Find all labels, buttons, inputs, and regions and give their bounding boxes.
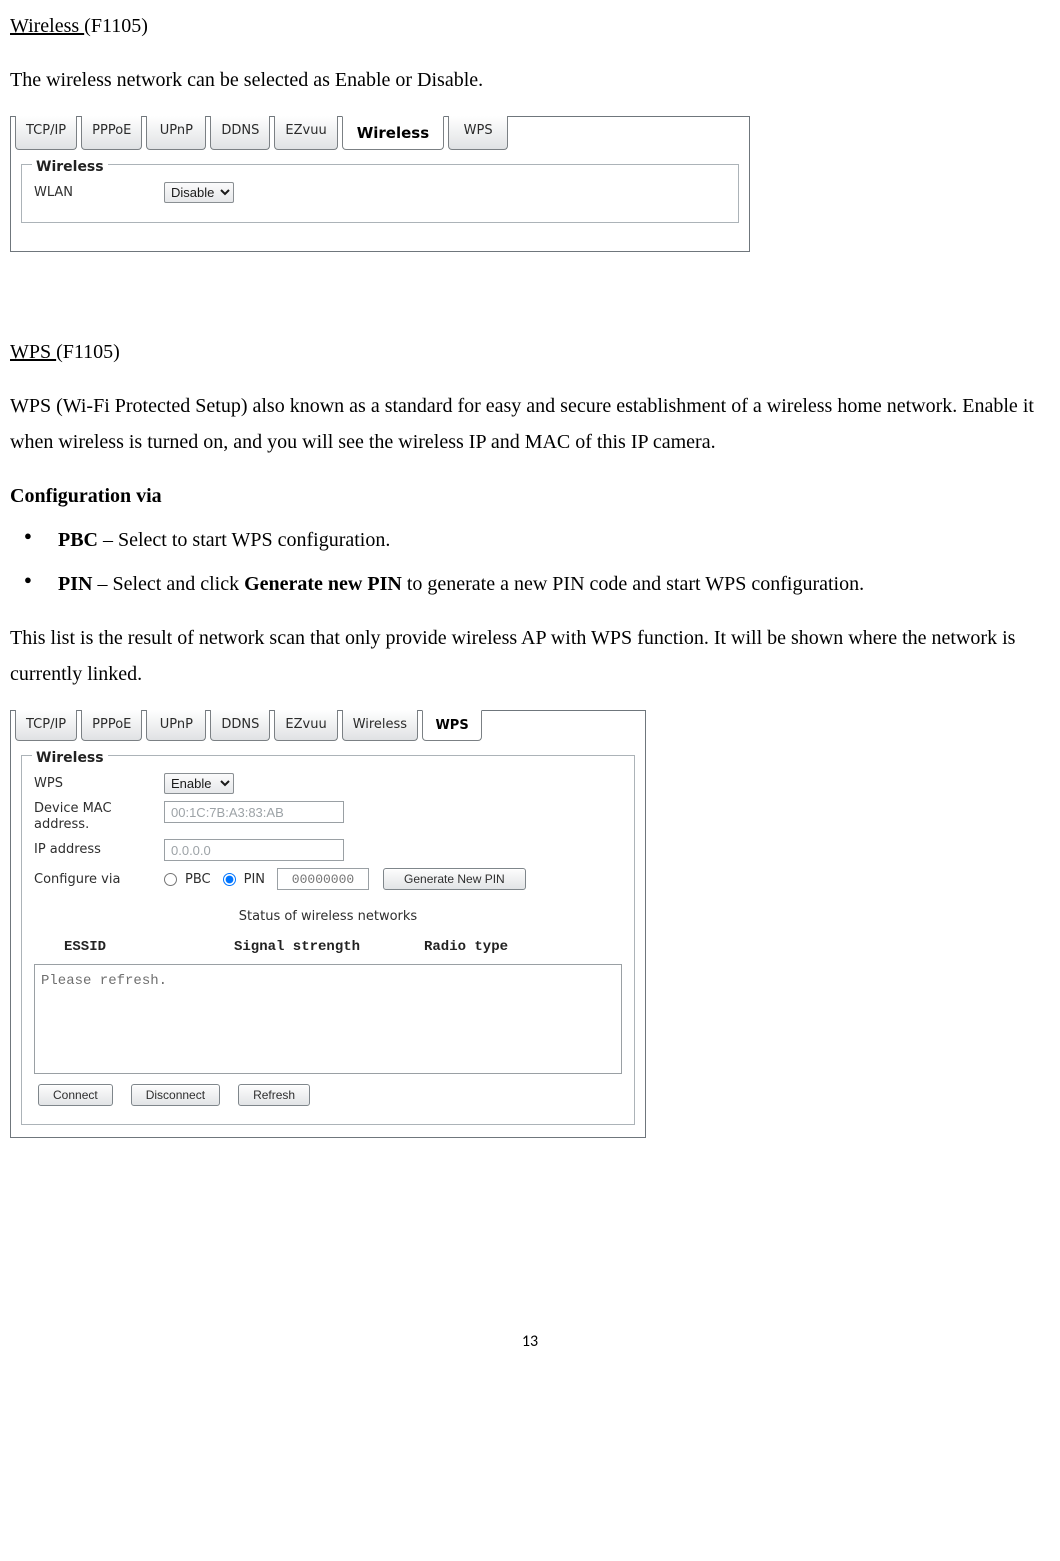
scan-placeholder: Please refresh. — [41, 973, 167, 989]
tab-tcpip[interactable]: TCP/IP — [15, 116, 77, 150]
tab-wps[interactable]: WPS — [422, 710, 482, 740]
wps-heading-tail: (F1105) — [56, 341, 120, 363]
wireless-heading: Wireless (F1105) — [10, 8, 1050, 44]
radio-pbc[interactable] — [164, 873, 177, 886]
col-essid: ESSID — [64, 935, 234, 960]
bullet-pin-mid: – Select and click — [92, 573, 244, 595]
tab-upnp[interactable]: UPnP — [146, 710, 206, 740]
tab-upnp[interactable]: UPnP — [146, 116, 206, 150]
wireless-panel: TCP/IPPPPoEUPnPDDNSEZvuuWirelessWPS Wire… — [10, 116, 750, 252]
connect-button[interactable]: Connect — [38, 1084, 113, 1106]
config-via-heading: Configuration via — [10, 478, 1050, 514]
status-caption: Status of wireless networks — [34, 905, 622, 928]
bullet-pin: PIN – Select and click Generate new PIN … — [44, 566, 1050, 602]
tab-ezvuu[interactable]: EZvuu — [274, 710, 337, 740]
config-via-list: PBC – Select to start WPS configuration.… — [10, 522, 1050, 602]
radio-pin-label: PIN — [244, 868, 265, 891]
bullet-pbc-bold: PBC — [58, 529, 98, 551]
tab-ezvuu[interactable]: EZvuu — [274, 116, 337, 150]
wireless-heading-tail: (F1105) — [84, 15, 148, 37]
ip-input[interactable] — [164, 839, 344, 861]
wps-tabbar: TCP/IPPPPoEUPnPDDNSEZvuuWirelessWPS — [11, 710, 645, 740]
wps-button-row: Connect Disconnect Refresh — [38, 1084, 622, 1106]
wps-row: WPS EnableDisable — [34, 772, 622, 795]
configure-row: Configure via PBC PIN Generate New PIN — [34, 868, 622, 891]
radio-pbc-label: PBC — [185, 868, 211, 891]
wireless-group-title: Wireless — [32, 155, 108, 180]
configure-label: Configure via — [34, 868, 164, 891]
wps-panel: TCP/IPPPPoEUPnPDDNSEZvuuWirelessWPS Wire… — [10, 710, 646, 1137]
wlan-row: WLAN DisableEnable — [34, 181, 726, 204]
configure-radios: PBC PIN Generate New PIN — [164, 868, 526, 891]
ip-label: IP address — [34, 838, 164, 861]
wireless-description: The wireless network can be selected as … — [10, 62, 1050, 98]
tab-ddns[interactable]: DDNS — [210, 116, 270, 150]
wireless-heading-underline: Wireless — [10, 15, 84, 37]
bullet-pin-tail: to generate a new PIN code and start WPS… — [402, 573, 864, 595]
mac-label: Device MAC address. — [34, 801, 164, 832]
mac-row: Device MAC address. — [34, 801, 622, 832]
wps-label: WPS — [34, 772, 164, 795]
wlan-label: WLAN — [34, 181, 164, 204]
page-number: 13 — [10, 1328, 1050, 1357]
tab-wps[interactable]: WPS — [448, 116, 508, 150]
bullet-pin-bold2: Generate new PIN — [244, 573, 402, 595]
wps-group: Wireless WPS EnableDisable Device MAC ad… — [21, 755, 635, 1125]
wps-description: WPS (Wi-Fi Protected Setup) also known a… — [10, 388, 1050, 460]
col-radio: Radio type — [424, 935, 618, 960]
bullet-pin-bold1: PIN — [58, 573, 92, 595]
tab-pppoe[interactable]: PPPoE — [81, 710, 142, 740]
ip-row: IP address — [34, 838, 622, 861]
bullet-pbc-tail: – Select to start WPS configuration. — [98, 529, 390, 551]
disconnect-button[interactable]: Disconnect — [131, 1084, 220, 1106]
status-header: ESSID Signal strength Radio type — [34, 929, 622, 962]
wps-group-title: Wireless — [32, 746, 108, 771]
scanlist-description: This list is the result of network scan … — [10, 620, 1050, 692]
wps-heading-underline: WPS — [10, 341, 56, 363]
pin-input[interactable] — [277, 868, 369, 890]
mac-input[interactable] — [164, 801, 344, 823]
tab-pppoe[interactable]: PPPoE — [81, 116, 142, 150]
wireless-group: Wireless WLAN DisableEnable — [21, 164, 739, 223]
radio-pin[interactable] — [223, 873, 236, 886]
tab-wireless[interactable]: Wireless — [342, 116, 444, 150]
scan-results: Please refresh. — [34, 964, 622, 1074]
bullet-pbc: PBC – Select to start WPS configuration. — [44, 522, 1050, 558]
tab-wireless[interactable]: Wireless — [342, 710, 418, 740]
refresh-button[interactable]: Refresh — [238, 1084, 310, 1106]
tab-tcpip[interactable]: TCP/IP — [15, 710, 77, 740]
col-signal: Signal strength — [234, 935, 424, 960]
wireless-tabbar: TCP/IPPPPoEUPnPDDNSEZvuuWirelessWPS — [11, 116, 749, 150]
wps-select[interactable]: EnableDisable — [164, 773, 234, 794]
generate-pin-button[interactable]: Generate New PIN — [383, 868, 526, 890]
tab-ddns[interactable]: DDNS — [210, 710, 270, 740]
wps-heading: WPS (F1105) — [10, 334, 1050, 370]
wlan-select[interactable]: DisableEnable — [164, 182, 234, 203]
